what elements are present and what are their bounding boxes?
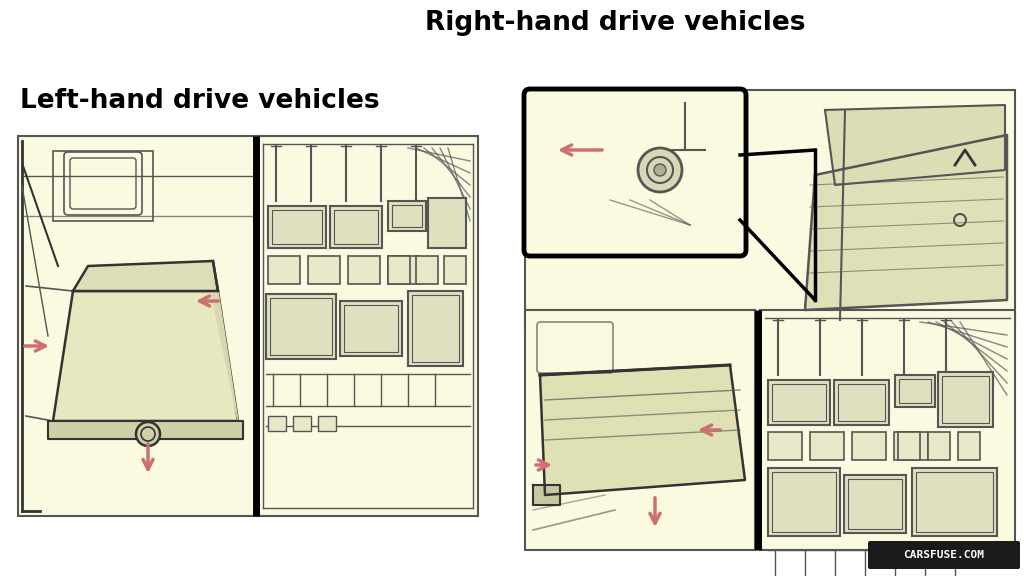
Bar xyxy=(388,201,426,231)
Bar xyxy=(772,472,836,532)
Bar xyxy=(912,468,997,536)
Bar xyxy=(768,380,830,425)
Bar xyxy=(894,432,928,460)
Bar xyxy=(392,205,422,227)
Bar xyxy=(525,310,755,550)
Bar xyxy=(772,384,826,421)
Bar xyxy=(958,432,980,460)
Bar xyxy=(268,256,300,284)
Polygon shape xyxy=(540,365,745,495)
Bar xyxy=(768,468,840,536)
FancyBboxPatch shape xyxy=(868,541,1020,569)
Bar xyxy=(898,432,920,460)
Bar xyxy=(938,372,993,427)
Bar xyxy=(525,90,1015,330)
Bar xyxy=(268,416,286,431)
Circle shape xyxy=(638,148,682,192)
Bar xyxy=(344,305,398,352)
Bar xyxy=(388,256,410,284)
Bar xyxy=(266,294,336,359)
Bar xyxy=(899,379,931,403)
Bar xyxy=(340,301,402,356)
Polygon shape xyxy=(805,135,1007,310)
Text: Left-hand drive vehicles: Left-hand drive vehicles xyxy=(20,88,380,114)
Polygon shape xyxy=(48,421,243,439)
Polygon shape xyxy=(213,261,238,421)
Circle shape xyxy=(654,164,666,176)
Bar xyxy=(942,376,989,423)
Bar xyxy=(270,298,332,355)
Bar xyxy=(760,310,1015,550)
Bar xyxy=(852,432,886,460)
Bar xyxy=(895,375,935,407)
Polygon shape xyxy=(534,485,560,505)
Text: Right-hand drive vehicles: Right-hand drive vehicles xyxy=(425,10,805,36)
Text: CARSFUSE.COM: CARSFUSE.COM xyxy=(903,550,984,560)
Bar xyxy=(272,210,322,244)
Bar xyxy=(308,256,340,284)
Bar xyxy=(268,206,326,248)
Bar xyxy=(18,136,258,516)
Bar xyxy=(388,256,420,284)
Circle shape xyxy=(136,422,160,446)
Bar xyxy=(428,198,466,248)
Bar xyxy=(834,380,889,425)
Bar xyxy=(412,295,459,362)
Bar xyxy=(444,256,466,284)
Bar xyxy=(53,151,153,221)
Bar xyxy=(334,210,378,244)
Bar xyxy=(318,416,336,431)
Polygon shape xyxy=(73,261,218,291)
Bar xyxy=(810,432,844,460)
Bar xyxy=(416,256,438,284)
Bar xyxy=(838,384,885,421)
Polygon shape xyxy=(825,105,1005,185)
Bar xyxy=(348,256,380,284)
Bar xyxy=(916,472,993,532)
Bar xyxy=(258,136,478,516)
Bar xyxy=(293,416,311,431)
Bar xyxy=(330,206,382,248)
Bar xyxy=(848,479,902,529)
Bar xyxy=(844,475,906,533)
Polygon shape xyxy=(53,291,238,421)
Bar xyxy=(768,432,802,460)
Bar xyxy=(408,291,463,366)
FancyBboxPatch shape xyxy=(524,89,746,256)
Bar xyxy=(928,432,950,460)
